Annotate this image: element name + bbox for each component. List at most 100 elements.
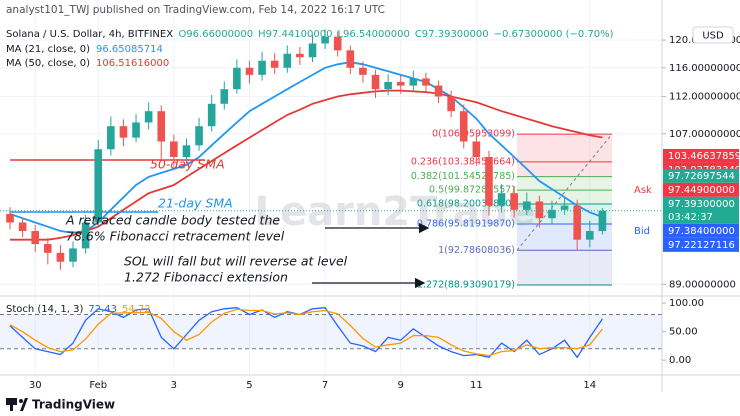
candle-body: [560, 205, 569, 210]
candle-body: [422, 78, 430, 86]
price-tag: [663, 237, 739, 252]
ohlc: H97.44100000: [258, 29, 332, 40]
ma-legend: MA (21, close, 0) 96.65085714 MA (50, clos…: [6, 44, 169, 315]
candle-body: [296, 53, 304, 58]
fib-zone: [517, 134, 612, 162]
candle-body: [170, 141, 178, 158]
candle-body: [18, 222, 27, 232]
annotation: 78.6% Fibonacci retracement level: [66, 229, 285, 244]
candle-body: [510, 193, 518, 210]
candle-body: [119, 126, 128, 138]
fib-label: 0.382(101.54527785): [411, 171, 515, 182]
candle-body: [384, 81, 392, 90]
candle-body: [31, 231, 40, 245]
candle-body: [459, 111, 468, 142]
annotation: 1.272 Fibonacci extension: [124, 270, 288, 285]
y-tick-label: 100.00: [669, 298, 704, 309]
ma-value: 106.51616000: [96, 58, 169, 69]
fib-zone: [517, 161, 612, 177]
stoch-legend: Stoch (14, 1, 3) 72.43 54.72: [6, 304, 151, 315]
fib-zone: [517, 250, 612, 286]
x-tick-label: 3: [171, 380, 177, 391]
candle-body: [371, 74, 380, 90]
stoch-value: 72.43: [88, 304, 117, 315]
price-tag: [663, 223, 739, 238]
side-bg: [628, 224, 660, 237]
candle-body: [207, 103, 216, 127]
price-tag-label: 97.44900000: [668, 185, 735, 196]
axes: 120.00000000116.00000000112.00000000107.…: [29, 35, 740, 391]
ohlc: C97.39300000: [415, 29, 489, 40]
candle-body: [270, 60, 279, 68]
candle-body: [308, 43, 317, 58]
fib-label: 1.272(88.93090179): [417, 280, 515, 291]
x-tick-label: 5: [246, 380, 252, 391]
x-tick-label: 9: [398, 380, 404, 391]
candle-body: [472, 141, 481, 158]
candle-body: [522, 201, 531, 210]
ma-line: [10, 89, 603, 241]
y-tick-label: 107.00000000: [669, 129, 740, 140]
candle-body: [333, 36, 342, 51]
ma-legend: MA (21, close, 0) 96.65085714: [6, 44, 163, 55]
price-tag-label: 97.22127116: [668, 240, 735, 251]
stoch-name: Stoch (14, 1, 3): [6, 304, 83, 315]
y-tick-label: 0.00: [669, 355, 691, 366]
candle-body: [485, 157, 493, 206]
price-tag-label: 97.72697544: [668, 171, 735, 182]
countdown: 03:42:37: [668, 212, 713, 223]
fib-label: 0.786(95.81919870): [417, 219, 515, 230]
symbol-legend: Solana / U.S. Dollar, 4h, BITFINEX O96.66…: [6, 29, 614, 40]
price-tag: [663, 148, 739, 163]
candle-body: [585, 231, 594, 240]
candle-body: [6, 214, 14, 223]
y-tick-label: 112.00000000: [669, 91, 740, 102]
candle-body: [598, 210, 607, 232]
candle-body: [396, 81, 405, 86]
candle-body: [245, 67, 254, 75]
publisher: analyst101_TWJ published on TradingView.…: [6, 4, 385, 16]
logo: [19, 399, 23, 403]
symbol: Solana / U.S. Dollar, 4h, BITFINEX: [6, 29, 173, 40]
price-tag-label: 97.39300000: [668, 199, 735, 210]
fib-trend: [516, 133, 613, 251]
annotation: 50-day SMA: [150, 157, 225, 172]
change: −0.67300000 (−0.70%): [494, 29, 614, 40]
ma-name: MA (21, close, 0): [6, 44, 90, 55]
annotation: SOL will fall but will reverse at level: [124, 254, 348, 269]
candle-body: [182, 145, 191, 158]
fib-label: 1(92.78608036): [438, 245, 515, 256]
annotation: A retraced candle body tested the: [65, 213, 280, 228]
logo: [20, 398, 28, 411]
annotation: 21-day SMA: [158, 196, 233, 211]
candle-body: [346, 50, 355, 68]
candle-body: [157, 111, 166, 142]
ma-value: 96.65085714: [96, 44, 163, 55]
candle-body: [321, 36, 329, 44]
candle-body: [69, 248, 77, 262]
side-label: Bid: [634, 226, 650, 237]
candle-body: [233, 67, 241, 90]
fib-zone: [517, 176, 612, 191]
usd-button[interactable]: USD: [692, 26, 734, 44]
usd-box[interactable]: [692, 26, 734, 44]
stoch-line: [9, 307, 603, 359]
candle-body: [573, 205, 581, 240]
candle-body: [144, 111, 153, 123]
fib-label: 0.618(98.20033830): [417, 198, 515, 209]
candle-body: [132, 122, 140, 138]
fib-label: 0(106.95953099): [432, 129, 515, 140]
fib-label: 0.236(103.38459664): [411, 156, 515, 167]
candle-body: [447, 96, 455, 112]
candle-body: [409, 78, 418, 86]
logo: [10, 398, 13, 411]
candle-body: [44, 244, 52, 253]
stoch-pane: [0, 307, 662, 359]
ma-legend: MA (50, close, 0) 106.51616000: [6, 58, 169, 69]
candle-body: [283, 53, 292, 68]
currency[interactable]: USD: [702, 31, 724, 42]
fib-zone: [517, 224, 612, 251]
ohlc: O96.66000000: [178, 29, 253, 40]
